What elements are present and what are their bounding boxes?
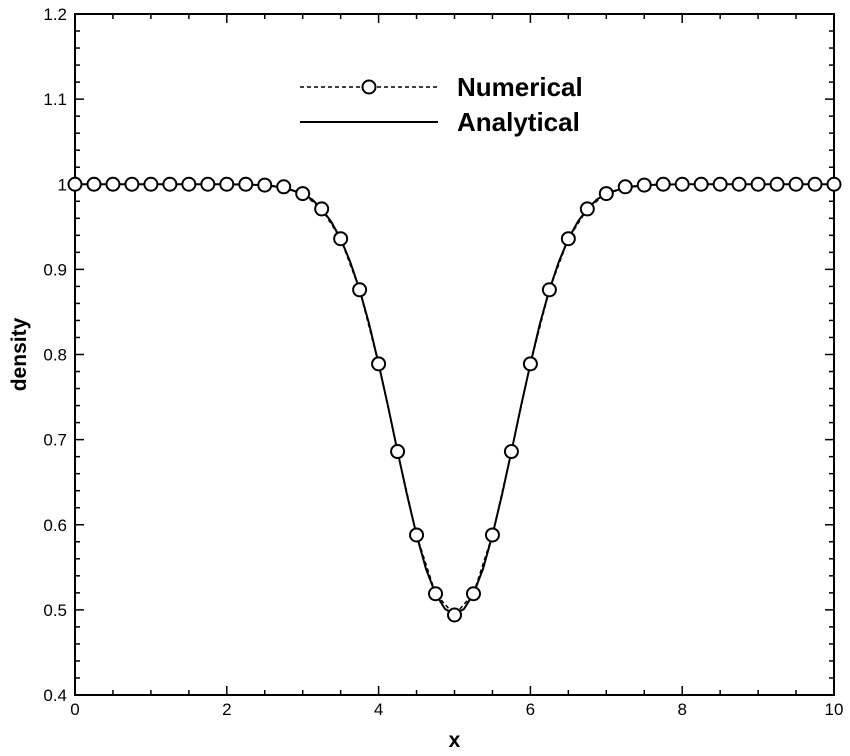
y-tick-label: 0.7 (43, 431, 67, 450)
numerical-point (67, 176, 83, 192)
x-tick-label: 0 (70, 700, 79, 719)
y-tick-label: 1 (58, 175, 67, 194)
x-tick-label: 6 (526, 700, 535, 719)
numerical-point (769, 176, 785, 192)
y-tick-label: 0.4 (43, 686, 67, 705)
legend: Numerical Analytical (300, 72, 583, 137)
numerical-point (674, 176, 690, 192)
numerical-point (124, 176, 140, 192)
y-tick-label: 1.2 (43, 5, 67, 24)
x-tick-label: 8 (677, 700, 686, 719)
x-axis-title: x (449, 729, 461, 752)
numerical-point (826, 176, 842, 192)
legend-numerical-marker-sample (361, 79, 377, 95)
numerical-point (105, 176, 121, 192)
numerical-point (314, 201, 330, 217)
y-tick-label: 0.6 (43, 516, 67, 535)
numerical-point (238, 176, 254, 192)
numerical-point (655, 176, 671, 192)
y-tick-label: 0.9 (43, 260, 67, 279)
numerical-point (465, 586, 481, 602)
numerical-point (143, 176, 159, 192)
numerical-point (371, 356, 387, 372)
numerical-point (560, 231, 576, 247)
y-tick-label: 0.8 (43, 346, 67, 365)
numerical-point (352, 282, 368, 298)
numerical-point (86, 176, 102, 192)
y-axis-title: density (8, 317, 31, 391)
legend-numerical-label: Numerical (457, 72, 583, 102)
numerical-point (731, 176, 747, 192)
legend-analytical-label: Analytical (457, 107, 580, 137)
plot-frame (74, 13, 835, 696)
numerical-point (390, 444, 406, 460)
numerical-point (295, 186, 311, 202)
analytical-line (75, 183, 834, 616)
numerical-point (181, 176, 197, 192)
numerical-point (636, 177, 652, 193)
x-tick-label: 2 (222, 700, 231, 719)
numerical-point (712, 176, 728, 192)
axis-ticks (74, 13, 835, 696)
numerical-point (333, 231, 349, 247)
numerical-point (219, 176, 235, 192)
numerical-point (788, 176, 804, 192)
numerical-point (750, 176, 766, 192)
numerical-point (200, 176, 216, 192)
numerical-point (579, 201, 595, 217)
numerical-point (257, 177, 273, 193)
numerical-point (503, 444, 519, 460)
tick-labels: 0 2 4 6 8 10 0.4 0.5 0.6 0.7 0.8 0.9 1 1.1 1.2 (43, 5, 843, 719)
numerical-point (807, 176, 823, 192)
numerical-point (484, 527, 500, 543)
numerical-point (541, 282, 557, 298)
numerical-point (162, 176, 178, 192)
series-layer (67, 176, 842, 623)
x-tick-label: 10 (825, 700, 844, 719)
plot-border (74, 13, 835, 696)
y-tick-label: 1.1 (43, 90, 67, 109)
numerical-point (428, 586, 444, 602)
numerical-point (447, 607, 462, 623)
y-tick-label: 0.5 (43, 601, 67, 620)
numerical-point (693, 176, 709, 192)
x-tick-label: 4 (374, 700, 383, 719)
numerical-line (75, 183, 834, 617)
numerical-point (598, 186, 614, 202)
numerical-point (276, 179, 292, 195)
numerical-point (409, 527, 425, 543)
numerical-point (617, 179, 633, 195)
numerical-point (522, 356, 538, 372)
